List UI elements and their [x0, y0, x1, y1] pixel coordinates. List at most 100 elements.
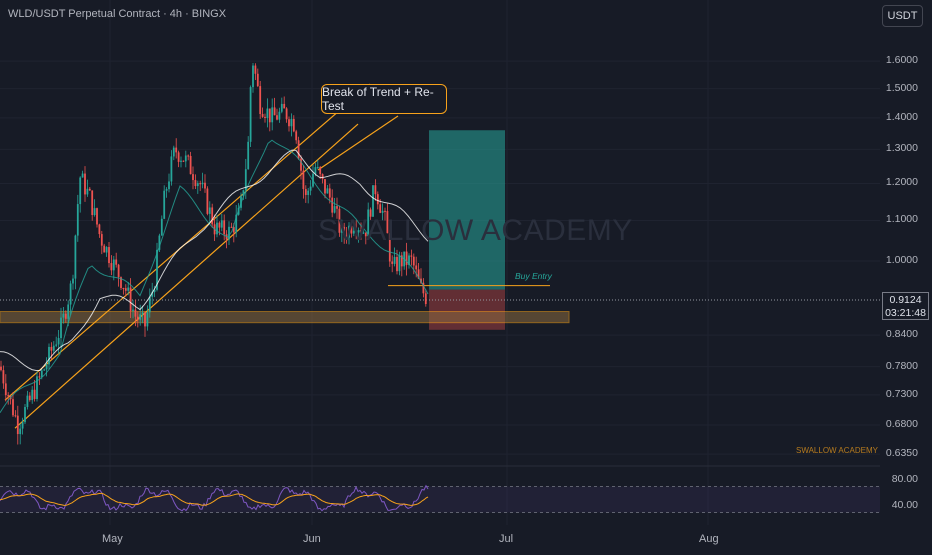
price-tick-label: 1.3000	[885, 142, 918, 155]
candle-body	[21, 422, 24, 429]
candle-body	[285, 108, 288, 120]
candle-body	[355, 230, 358, 233]
candle-body	[0, 366, 2, 371]
candle-body	[74, 235, 77, 279]
candle-body	[64, 313, 67, 319]
candle-body	[26, 395, 29, 408]
candle-body	[398, 255, 401, 272]
date-tick-label: Aug	[699, 533, 719, 545]
price-tick-label: 0.6350	[885, 447, 918, 460]
candle-body	[43, 369, 46, 371]
candle-body	[79, 177, 82, 205]
candle-body	[242, 190, 245, 197]
candle-body	[410, 255, 413, 257]
currency-button[interactable]: USDT	[882, 5, 923, 27]
price-tick-label: 1.2000	[885, 176, 918, 189]
candle-body	[273, 107, 276, 116]
candle-body	[151, 292, 154, 297]
candle-body	[319, 167, 322, 175]
candle-body	[417, 269, 420, 279]
rsi-line	[0, 484, 429, 512]
candle-body	[208, 207, 211, 214]
candle-body	[261, 114, 264, 117]
candle-body	[62, 313, 65, 318]
candle-body	[7, 395, 10, 397]
candle-body	[153, 289, 156, 293]
candle-body	[244, 169, 247, 191]
candle-body	[158, 235, 161, 250]
candle-body	[48, 346, 50, 365]
candle-body	[57, 338, 60, 345]
candle-body	[129, 287, 132, 311]
candle-body	[324, 179, 326, 194]
candle-body	[69, 283, 72, 305]
symbol-title[interactable]: WLD/USDT Perpetual Contract · 4h · BINGX	[8, 8, 227, 20]
candle-body	[405, 251, 408, 265]
candle-body	[124, 288, 127, 291]
candle-body	[122, 288, 125, 290]
candle-body	[60, 317, 62, 339]
candle-body	[98, 224, 101, 235]
candle-body	[223, 220, 226, 235]
candle-body	[67, 304, 70, 319]
moving-average-MA-slow	[0, 149, 429, 371]
candle-body	[304, 189, 307, 195]
candle-body	[199, 183, 202, 185]
candle-body	[388, 233, 391, 262]
price-tick-label: 0.7800	[885, 359, 918, 372]
candle-body	[115, 259, 118, 265]
candle-body	[139, 314, 142, 320]
candle-body	[189, 155, 192, 175]
candle-body	[350, 225, 353, 234]
candle-body	[247, 141, 250, 170]
candle-body	[4, 383, 7, 396]
current-price-label: 0.9124 03:21:48	[882, 292, 929, 320]
candle-body	[340, 226, 343, 233]
price-tick-label: 0.6800	[885, 418, 918, 430]
candle-body	[259, 86, 262, 115]
candle-body	[180, 160, 182, 162]
price-tick-label: 1.4000	[885, 110, 918, 123]
candle-body	[254, 65, 257, 74]
candle-body	[391, 261, 394, 264]
candle-body	[230, 226, 233, 228]
candle-body	[278, 111, 281, 120]
stop-zone	[429, 289, 505, 330]
candle-body	[362, 232, 365, 234]
candle-body	[187, 155, 190, 157]
candle-body	[194, 180, 197, 187]
candle-body	[36, 376, 38, 399]
candle-body	[172, 147, 175, 157]
candle-body	[381, 210, 384, 213]
candle-body	[196, 183, 199, 187]
candle-body	[412, 256, 415, 266]
candle-body	[393, 256, 396, 264]
candle-body	[160, 218, 163, 236]
candle-body	[307, 190, 310, 195]
candle-body	[40, 370, 43, 377]
candle-body	[345, 235, 348, 238]
candle-body	[348, 225, 350, 238]
candle-body	[290, 118, 293, 127]
candle-body	[168, 181, 170, 190]
candle-body	[156, 249, 158, 290]
candle-body	[360, 230, 362, 234]
candle-body	[321, 174, 324, 180]
bar-countdown: 03:21:48	[885, 307, 926, 319]
candle-body	[364, 232, 367, 237]
candle-body	[91, 190, 94, 216]
trend-note-box[interactable]: Break of Trend + Re-Test	[321, 84, 447, 114]
candle-body	[297, 140, 300, 159]
candle-body	[216, 222, 218, 235]
candle-body	[352, 230, 355, 234]
candle-body	[235, 214, 238, 233]
target-zone	[429, 130, 505, 290]
candle-body	[292, 118, 295, 132]
candle-body	[108, 247, 110, 264]
candle-body	[220, 220, 223, 228]
candle-body	[326, 188, 329, 194]
rsi-tick-label: 40.00	[891, 499, 918, 511]
candle-body	[170, 156, 173, 182]
